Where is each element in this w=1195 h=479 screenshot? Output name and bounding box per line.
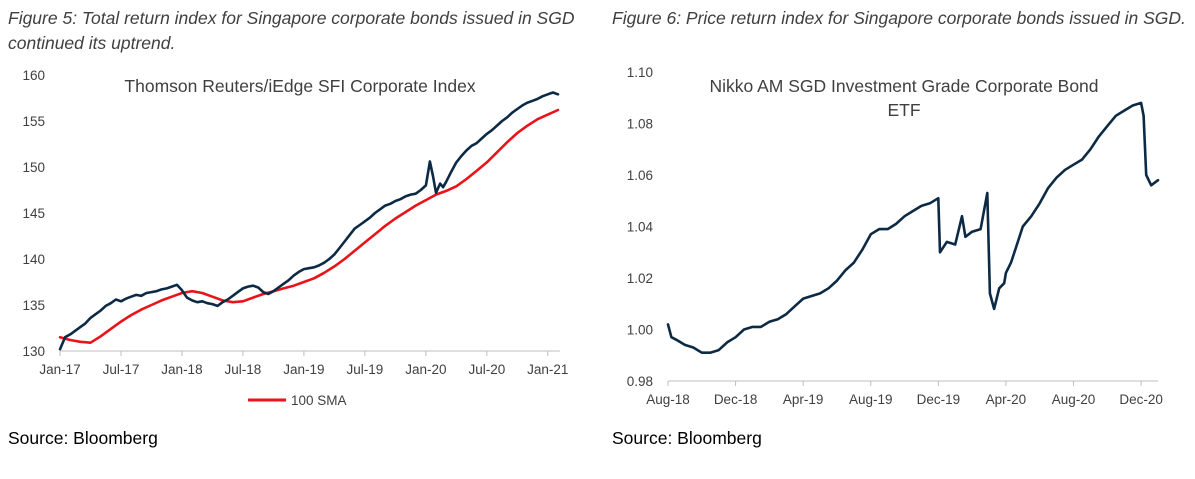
x-tick-label: Jul-20 <box>468 362 505 377</box>
y-tick-label: 1.06 <box>627 168 653 183</box>
x-tick-label: Aug-20 <box>1052 392 1096 407</box>
chart-title-line: ETF <box>887 100 920 120</box>
x-tick-label: Jan-21 <box>527 362 568 377</box>
y-tick-label: 135 <box>22 298 45 313</box>
y-tick-label: 155 <box>22 114 45 129</box>
x-tick-label: Jan-20 <box>405 362 446 377</box>
x-tick-label: Jan-18 <box>161 362 202 377</box>
y-tick-label: 1.02 <box>627 271 653 286</box>
series-line-index <box>58 91 560 351</box>
y-tick-label: 0.98 <box>627 374 653 389</box>
series-line-sma <box>58 108 560 344</box>
x-tick-label: Jul-18 <box>225 362 262 377</box>
x-tick-label: Jan-17 <box>39 362 80 377</box>
chart-title: Thomson Reuters/iEdge SFI Corporate Inde… <box>124 76 475 96</box>
x-tick-label: Apr-20 <box>986 392 1027 407</box>
x-tick-label: Aug-18 <box>646 392 690 407</box>
y-tick-label: 140 <box>22 252 45 267</box>
x-tick-label: Dec-18 <box>714 392 758 407</box>
y-tick-label: 145 <box>22 206 45 221</box>
x-tick-label: Dec-19 <box>917 392 961 407</box>
figure-5-chart: 130 135 140 145 150 155 160 Jan-17 Jul-17 Jan-18 J… <box>22 68 568 408</box>
figure-6-title: Figure 6: Price return index for Singapo… <box>612 8 1186 28</box>
figure-6-source: Source: Bloomberg <box>612 428 762 448</box>
x-tick-label: Aug-19 <box>849 392 893 407</box>
y-tick-label: 130 <box>22 344 45 359</box>
x-tick-label: Jul-19 <box>346 362 383 377</box>
y-tick-label: 1.10 <box>627 65 653 80</box>
y-tick-label: 1.04 <box>627 220 654 235</box>
chart-title-line: Thomson Reuters/iEdge SFI Corporate Inde… <box>124 76 475 96</box>
figure-6-chart: 0.98 1.00 1.02 1.04 1.06 1.08 1.10 Aug-18 Dec-18… <box>627 65 1163 407</box>
y-tick-label: 1.00 <box>627 323 653 338</box>
y-tick-label: 150 <box>22 160 45 175</box>
series-line-index <box>666 101 1160 354</box>
y-tick-label: 160 <box>22 68 45 83</box>
x-tick-label: Jan-19 <box>283 362 324 377</box>
figure-5-source: Source: Bloomberg <box>8 428 158 448</box>
figure-5-title: Figure 5: Total return index for Singapo… <box>8 8 575 53</box>
legend-label: 100 SMA <box>291 393 347 408</box>
y-tick-label: 1.08 <box>627 117 653 132</box>
chart-title: Nikko AM SGD Investment Grade Corporate … <box>709 76 1098 120</box>
chart-title-line: Nikko AM SGD Investment Grade Corporate … <box>709 76 1098 96</box>
x-tick-label: Dec-20 <box>1119 392 1163 407</box>
x-tick-label: Jul-17 <box>103 362 140 377</box>
x-tick-label: Apr-19 <box>783 392 824 407</box>
